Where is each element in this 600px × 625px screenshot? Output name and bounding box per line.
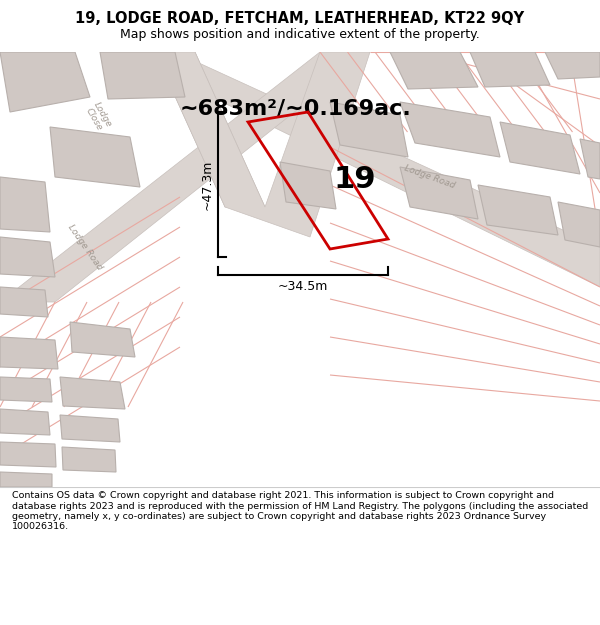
Polygon shape bbox=[155, 52, 265, 207]
Polygon shape bbox=[0, 442, 56, 467]
Text: Contains OS data © Crown copyright and database right 2021. This information is : Contains OS data © Crown copyright and d… bbox=[12, 491, 588, 531]
Text: Lodge
Close: Lodge Close bbox=[83, 100, 113, 134]
Polygon shape bbox=[558, 202, 600, 247]
Polygon shape bbox=[0, 52, 370, 302]
Polygon shape bbox=[100, 52, 185, 99]
Polygon shape bbox=[0, 177, 50, 232]
Polygon shape bbox=[0, 337, 58, 369]
Polygon shape bbox=[400, 102, 500, 157]
Polygon shape bbox=[50, 127, 140, 187]
Polygon shape bbox=[390, 52, 478, 89]
Polygon shape bbox=[0, 52, 90, 112]
Polygon shape bbox=[470, 52, 550, 87]
Text: ~34.5m: ~34.5m bbox=[278, 280, 328, 293]
Polygon shape bbox=[60, 415, 120, 442]
Polygon shape bbox=[0, 287, 48, 317]
Polygon shape bbox=[70, 322, 135, 357]
Text: ~683m²/~0.169ac.: ~683m²/~0.169ac. bbox=[179, 99, 411, 119]
Polygon shape bbox=[478, 185, 558, 235]
Text: Lodge Road: Lodge Road bbox=[403, 164, 457, 191]
Text: Lodge Road: Lodge Road bbox=[66, 222, 104, 271]
Polygon shape bbox=[62, 447, 116, 472]
Text: Map shows position and indicative extent of the property.: Map shows position and indicative extent… bbox=[120, 28, 480, 41]
Text: 19, LODGE ROAD, FETCHAM, LEATHERHEAD, KT22 9QY: 19, LODGE ROAD, FETCHAM, LEATHERHEAD, KT… bbox=[76, 11, 524, 26]
Polygon shape bbox=[155, 52, 370, 237]
Polygon shape bbox=[500, 122, 580, 174]
Text: 19: 19 bbox=[334, 164, 376, 194]
Polygon shape bbox=[0, 472, 52, 487]
Polygon shape bbox=[0, 377, 52, 402]
Polygon shape bbox=[0, 409, 50, 435]
Polygon shape bbox=[330, 102, 408, 157]
Polygon shape bbox=[545, 52, 600, 79]
Polygon shape bbox=[120, 52, 600, 287]
Polygon shape bbox=[0, 237, 55, 277]
Polygon shape bbox=[60, 377, 125, 409]
Polygon shape bbox=[280, 162, 336, 209]
Polygon shape bbox=[400, 167, 478, 219]
Text: ~47.3m: ~47.3m bbox=[201, 159, 214, 210]
Polygon shape bbox=[580, 139, 600, 179]
